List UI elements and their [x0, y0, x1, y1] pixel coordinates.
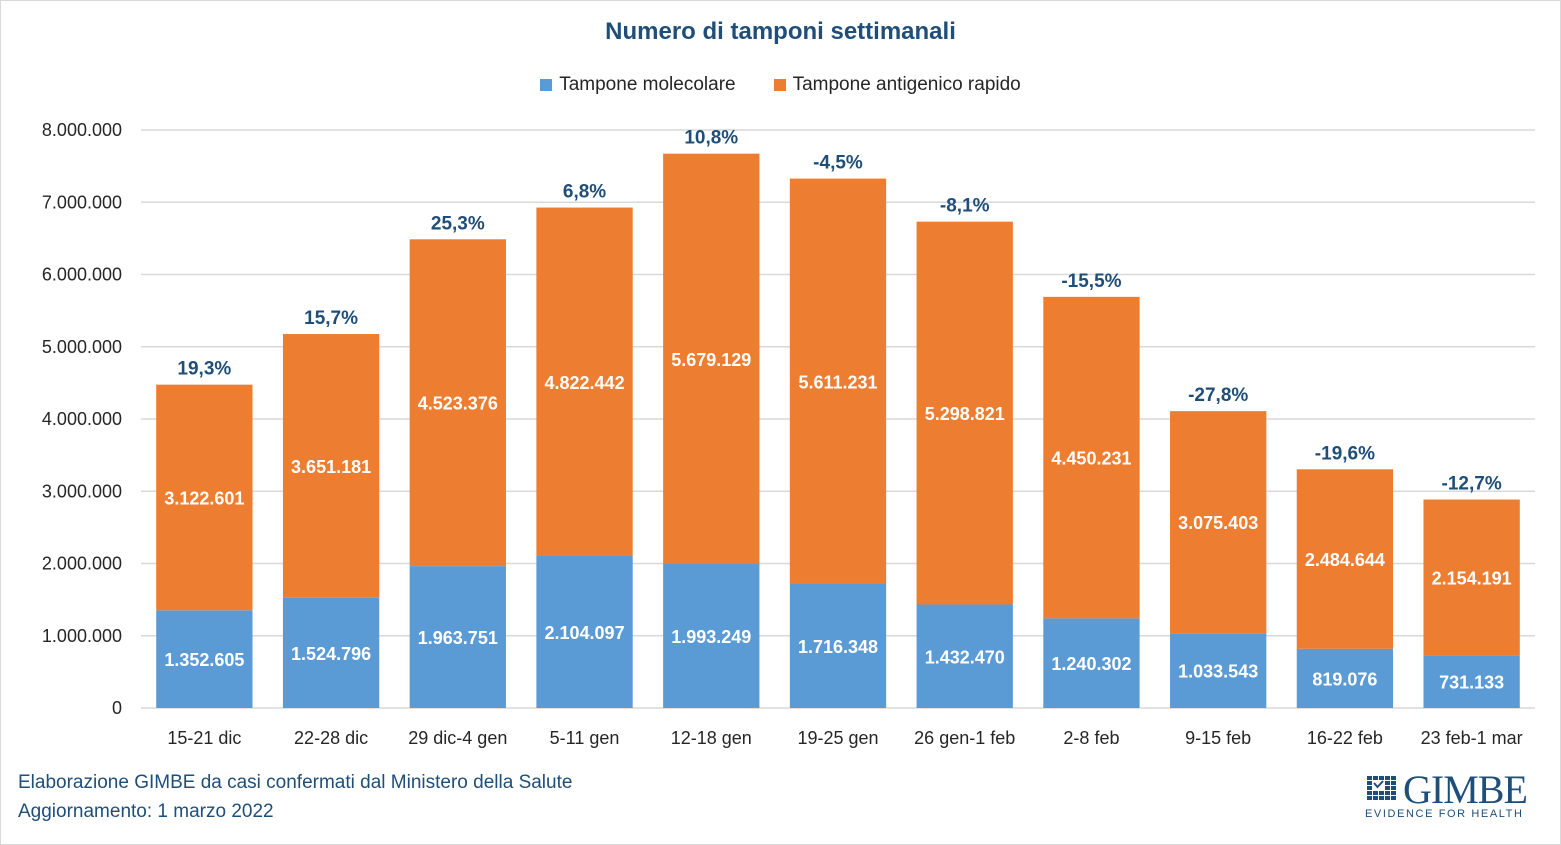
y-tick-label: 6.000.000 — [42, 265, 122, 285]
x-tick-label: 23 feb-1 mar — [1421, 728, 1523, 748]
percent-change-label: -27,8% — [1188, 385, 1248, 406]
x-tick-label: 26 gen-1 feb — [914, 728, 1015, 748]
bar-value-label: 1.524.796 — [291, 644, 371, 664]
gimbe-logo: GIMBE EVIDENCE FOR HEALTH — [1365, 767, 1528, 830]
bar-value-label: 4.523.376 — [418, 394, 498, 414]
bar-segment-antigenico — [916, 221, 1013, 605]
bar-segment-antigenico — [1296, 469, 1394, 649]
bar-segment-molecolare — [1043, 618, 1140, 708]
chart-title: Numero di tamponi settimanali — [605, 18, 956, 45]
logo-wordmark: GIMBE — [1403, 767, 1528, 812]
bar-segment-molecolare — [409, 566, 506, 708]
bar-value-label: 2.104.097 — [545, 623, 625, 643]
bar-value-label: 5.298.821 — [925, 404, 1005, 424]
bar-value-label: 3.122.601 — [164, 488, 244, 508]
percent-change-label: 25,3% — [431, 213, 485, 234]
source-note: Elaborazione GIMBE da casi confermati da… — [18, 772, 573, 793]
percent-change-label: -4,5% — [813, 153, 863, 174]
y-tick-label: 8.000.000 — [42, 120, 122, 140]
bar-value-label: 1.993.249 — [671, 627, 751, 647]
y-tick-label: 2.000.000 — [42, 554, 122, 574]
x-tick-label: 2-8 feb — [1063, 728, 1119, 748]
bar-segment-molecolare — [282, 597, 380, 708]
bar-value-label: 1.432.470 — [925, 647, 1005, 667]
x-tick-label: 15-21 dic — [167, 728, 241, 748]
legend-swatch-molecolare — [540, 79, 553, 91]
bar-value-label: 5.679.129 — [671, 350, 751, 370]
bar-segment-antigenico — [1043, 296, 1140, 619]
y-tick-label: 0 — [112, 698, 122, 718]
bar-value-label: 1.352.605 — [164, 650, 244, 670]
bar-segment-antigenico — [789, 178, 887, 584]
bar-value-label: 4.450.231 — [1051, 449, 1131, 469]
legend-label: Tampone molecolare — [559, 74, 736, 95]
bar-value-label: 731.133 — [1439, 673, 1504, 693]
legend-swatch-antigenico — [773, 79, 786, 91]
percent-change-label: -15,5% — [1061, 271, 1121, 292]
legend: Tampone molecolare Tampone antigenico ra… — [0, 74, 1561, 96]
bar-segment-antigenico — [1423, 499, 1520, 656]
legend-label: Tampone antigenico rapido — [792, 74, 1021, 95]
bar-segment-antigenico — [536, 207, 633, 556]
percent-change-label: 15,7% — [304, 308, 358, 329]
bar-value-label: 1.963.751 — [418, 628, 498, 648]
bar-segment-antigenico — [663, 153, 760, 564]
bar-value-label: 1.033.543 — [1178, 662, 1258, 682]
legend-item-antigenico[interactable]: Tampone antigenico rapido — [773, 74, 1021, 96]
bar-value-label: 1.240.302 — [1051, 654, 1131, 674]
bar-segment-molecolare — [1423, 655, 1520, 708]
logo-tagline: EVIDENCE FOR HEALTH — [1365, 808, 1524, 820]
bar-segment-molecolare — [1170, 633, 1267, 708]
bar-segment-antigenico — [282, 334, 380, 598]
bar-segment-antigenico — [156, 384, 253, 611]
percent-change-label: 19,3% — [177, 359, 231, 380]
x-tick-label: 16-22 feb — [1307, 728, 1383, 748]
bar-value-label: 3.075.403 — [1178, 513, 1258, 533]
bar-segment-antigenico — [1170, 411, 1267, 634]
x-tick-label: 22-28 dic — [294, 728, 368, 748]
percent-change-label: -8,1% — [940, 196, 990, 217]
bar-value-label: 2.484.644 — [1305, 550, 1385, 570]
x-tick-label: 29 dic-4 gen — [408, 728, 507, 748]
bar-value-label: 4.822.442 — [545, 373, 625, 393]
x-tick-label: 9-15 feb — [1185, 728, 1251, 748]
x-tick-label: 5-11 gen — [550, 728, 620, 748]
bar-segment-molecolare — [916, 604, 1013, 708]
y-tick-label: 4.000.000 — [42, 409, 122, 429]
x-tick-label: 12-18 gen — [671, 728, 752, 748]
percent-change-label: -19,6% — [1315, 443, 1375, 464]
y-tick-label: 7.000.000 — [42, 192, 122, 212]
bar-segment-antigenico — [409, 239, 506, 567]
footer: Elaborazione GIMBE da casi confermati da… — [18, 768, 572, 826]
x-tick-label: 19-25 gen — [797, 728, 878, 748]
bar-value-label: 3.651.181 — [291, 457, 371, 477]
percent-change-label: 6,8% — [563, 182, 606, 203]
bar-segment-molecolare — [536, 555, 633, 708]
legend-item-molecolare[interactable]: Tampone molecolare — [540, 74, 736, 96]
logo-grid-icon — [1367, 776, 1396, 800]
y-tick-label: 5.000.000 — [42, 337, 122, 357]
percent-change-label: 10,8% — [684, 128, 738, 149]
bar-segment-molecolare — [156, 610, 253, 708]
bar-value-label: 5.611.231 — [798, 372, 877, 392]
bar-segment-molecolare — [1296, 648, 1394, 708]
y-tick-label: 1.000.000 — [42, 626, 122, 646]
bar-segment-molecolare — [663, 563, 760, 708]
bar-value-label: 819.076 — [1312, 669, 1377, 689]
update-note: Aggiornamento: 1 marzo 2022 — [18, 801, 274, 822]
y-tick-label: 3.000.000 — [42, 481, 122, 501]
bar-value-label: 2.154.191 — [1432, 568, 1512, 588]
percent-change-label: -12,7% — [1442, 474, 1502, 495]
bar-value-label: 1.716.348 — [798, 637, 878, 657]
bar-segment-molecolare — [789, 583, 887, 708]
